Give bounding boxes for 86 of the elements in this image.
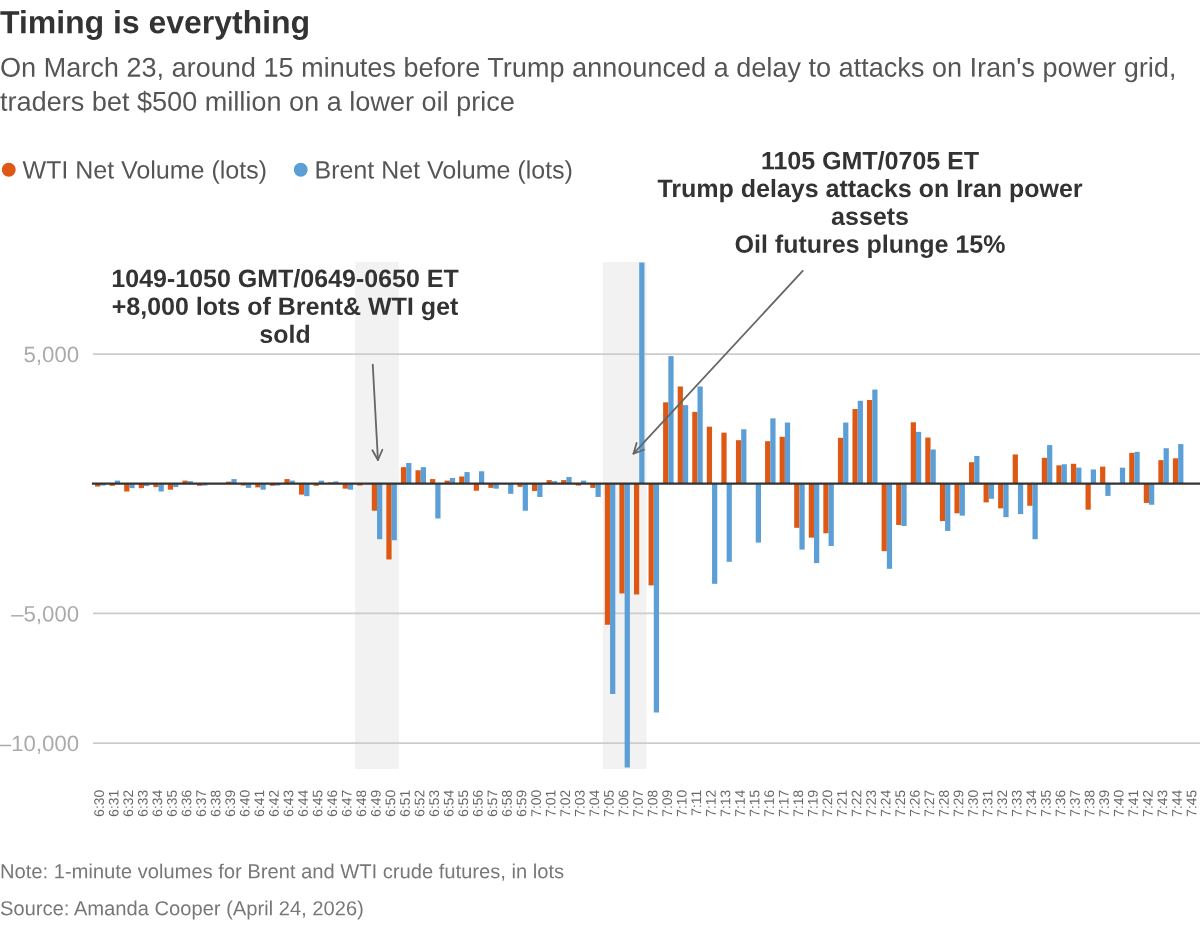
x-tick-label: 6:36 — [181, 790, 192, 817]
x-tick-label: 6:43 — [283, 790, 294, 817]
x-tick-label: 6:42 — [268, 790, 279, 817]
x-tick-label: 7:23 — [866, 790, 876, 817]
x-tick-label: 7:30 — [968, 790, 978, 817]
x-tick-label: 6:39 — [225, 790, 236, 817]
x-tick-label: 7:26 — [909, 790, 920, 817]
x-tick-label: 7:09 — [662, 790, 673, 817]
x-tick-label: 6:40 — [239, 790, 250, 817]
x-tick-label: 7:29 — [953, 790, 964, 817]
x-tick-label: 6:45 — [312, 790, 323, 817]
x-tick-label: 7:38 — [1084, 790, 1095, 817]
x-tick-label: 7:35 — [1040, 790, 1051, 817]
x-tick-label: 6:57 — [487, 790, 498, 817]
x-tick-label: 7:20 — [822, 790, 833, 817]
x-tick-label: 6:52 — [414, 790, 425, 817]
x-tick-label: 6:55 — [458, 790, 469, 817]
x-tick-label: 7:19 — [807, 790, 818, 817]
x-tick-label: 7:31 — [982, 790, 993, 817]
x-tick-label: 7:01 — [545, 790, 556, 817]
x-tick-label: 6:34 — [152, 790, 163, 817]
x-tick-label: 7:08 — [647, 790, 658, 817]
annotation: 1049-1050 GMT/0649-0650 ET +8,000 lots of Brent& WTI get sold — [112, 268, 459, 344]
x-tick-label: 6:51 — [400, 790, 410, 817]
x-tick-label: 7:36 — [1055, 790, 1066, 817]
x-tick-label: 6:30 — [94, 790, 105, 817]
x-tick-label: 6:33 — [137, 790, 148, 817]
x-tick-label: 7:28 — [938, 790, 949, 817]
x-tick-label: 6:38 — [210, 790, 221, 817]
x-tick-label: 7:03 — [574, 790, 585, 817]
x-tick-label: 6:46 — [327, 790, 338, 817]
x-tick-label: 6:48 — [356, 790, 367, 817]
x-tick-label: 6:53 — [429, 790, 440, 817]
source-note: Source: Amanda Cooper (April 24, 2026) — [0, 900, 363, 920]
x-tick-label: 7:32 — [997, 790, 1008, 817]
x-tick-label: 7:16 — [764, 790, 775, 817]
legend-label: WTI Net Volume (lots) — [22, 160, 266, 184]
x-tick-label: 6:59 — [516, 790, 527, 817]
x-tick-label: 6:54 — [443, 790, 454, 817]
x-tick-label: 7:07 — [633, 790, 643, 817]
x-tick-label: 7:27 — [924, 790, 935, 817]
x-tick-label: 6:41 — [254, 790, 265, 817]
x-tick-label: 6:56 — [472, 790, 483, 817]
x-tick-label: 7:44 — [1172, 790, 1182, 817]
x-tick-label: 6:58 — [502, 790, 512, 817]
x-tick-label: 6:31 — [108, 790, 119, 817]
x-tick-label: 7:33 — [1011, 790, 1022, 817]
x-tick-label: 7:42 — [1142, 790, 1153, 817]
x-tick-label: 7:22 — [851, 790, 862, 817]
x-tick-label: 7:04 — [589, 790, 600, 817]
x-tick-label: 7:39 — [1099, 790, 1110, 817]
x-tick-label: 7:12 — [705, 790, 716, 817]
x-tick-label: 7:17 — [778, 790, 789, 817]
y-tick-label: 5,000 — [24, 346, 79, 365]
x-tick-label: 7:05 — [603, 790, 614, 817]
x-tick-label: 7:14 — [735, 790, 745, 817]
x-tick-label: 6:37 — [196, 790, 206, 817]
x-tick-label: 7:06 — [618, 790, 629, 817]
x-tick-label: 7:18 — [793, 790, 804, 817]
text: 1105 GMT/0705 ET Trump delays attacks on Iran power assets Oil futures plunge 15% — [657, 151, 1083, 258]
x-tick-label: 7:40 — [1113, 790, 1124, 817]
x-tick-label: 7:45 — [1186, 790, 1197, 817]
x-tick-label: 7:00 — [531, 790, 541, 817]
x-tick-label: 7:02 — [560, 790, 571, 817]
x-tick-label: 7:15 — [749, 790, 760, 817]
x-tick-label: 7:11 — [691, 790, 702, 816]
x-tick-label: 7:41 — [1128, 790, 1139, 817]
x-tick-label: 6:32 — [123, 790, 134, 817]
x-tick-label: 7:10 — [676, 790, 687, 817]
x-tick-label: 7:25 — [895, 790, 906, 817]
x-tick-label: 6:49 — [370, 790, 381, 817]
text: Note: 1-minute volumes for Brent and WTI crude futures, in lots — [1, 863, 564, 881]
y-tick-label: –5,000 — [11, 605, 79, 625]
legend-label: Brent Net Volume (lots) — [316, 160, 572, 184]
x-tick-label: 6:44 — [298, 790, 308, 817]
chart-subtitle: On March 23, around 15 minutes before Trump announced a delay to attacks on Iran's power grid, traders bet $500 million on a lower oil price — [0, 57, 1175, 117]
x-tick-label: 7:24 — [880, 790, 891, 817]
x-tick-label: 6:35 — [167, 790, 177, 817]
chart-title: Timing is everything — [0, 10, 308, 40]
x-tick-label: 6:50 — [385, 790, 396, 817]
x-tick-label: 6:47 — [341, 790, 352, 817]
x-tick-label: 7:37 — [1070, 790, 1080, 817]
x-tick-label: 7:34 — [1026, 790, 1037, 817]
x-tick-label: 7:43 — [1157, 790, 1168, 817]
x-tick-label: 7:13 — [720, 790, 731, 817]
x-tick-label: 7:21 — [837, 790, 847, 817]
